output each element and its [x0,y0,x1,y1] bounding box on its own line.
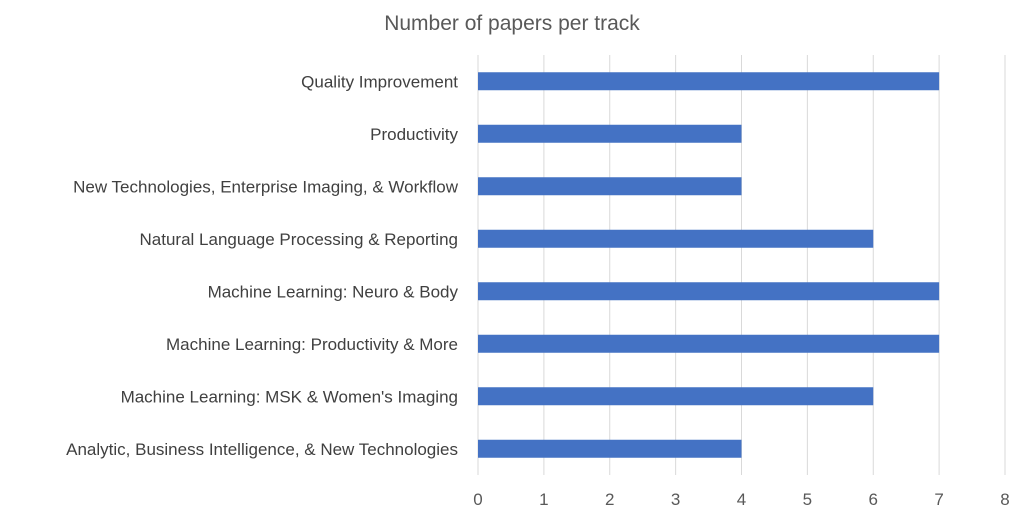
x-tick-label-4: 4 [737,490,746,509]
x-tick-label-6: 6 [869,490,878,509]
bar-3 [478,334,940,353]
x-tick-label-8: 8 [1000,490,1009,509]
category-label-6: New Technologies, Enterprise Imaging, & … [73,177,459,196]
bar-2 [478,387,874,406]
category-label-8: Quality Improvement [301,72,458,91]
category-label-5: Natural Language Processing & Reporting [140,230,458,249]
category-label-1: Analytic, Business Intelligence, & New T… [66,440,458,459]
bar-4 [478,282,940,301]
x-tick-label-3: 3 [671,490,680,509]
x-tick-label-2: 2 [605,490,614,509]
category-label-2: Machine Learning: MSK & Women's Imaging [121,387,458,406]
category-label-3: Machine Learning: Productivity & More [166,335,458,354]
x-tick-label-0: 0 [473,490,482,509]
x-tick-label-7: 7 [934,490,943,509]
bar-6 [478,177,742,196]
category-label-4: Machine Learning: Neuro & Body [208,282,459,301]
x-tick-label-5: 5 [803,490,812,509]
x-tick-label-1: 1 [539,490,548,509]
bar-1 [478,439,742,458]
category-label-7: Productivity [370,125,458,144]
bar-5 [478,229,874,248]
chart-title: Number of papers per track [384,12,640,35]
bar-7 [478,124,742,143]
bar-8 [478,72,940,91]
